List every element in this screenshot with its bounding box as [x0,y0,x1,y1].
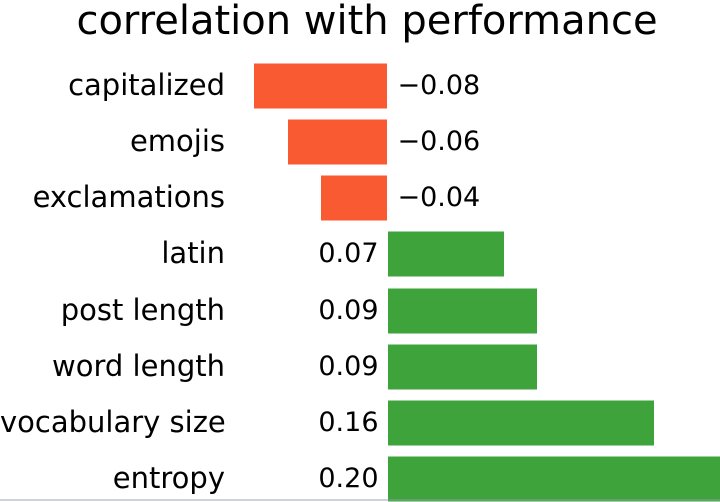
bar-capitalized [254,63,388,109]
category-label-emojis: emojis [129,124,225,159]
bar-row-latin: latin 0.07 [0,226,720,282]
category-label-post-length: post length [60,292,225,327]
value-label-emojis: −0.06 [397,126,481,158]
bar-row-capitalized: capitalized −0.08 [0,58,720,114]
bar-row-exclamations: exclamations −0.04 [0,170,720,226]
category-label-word-length: word length [52,348,225,383]
bar-emojis [287,119,388,165]
bar-vocabulary-size [387,400,654,446]
value-label-post-length: 0.09 [318,294,379,326]
bar-row-entropy: entropy 0.20 [0,451,720,502]
bar-latin [387,231,505,277]
category-label-latin: latin [161,236,225,271]
bar-row-post-length: post length 0.09 [0,282,720,338]
bar-exclamations [320,175,388,221]
value-label-capitalized: −0.08 [397,70,481,102]
chart-title: correlation with performance [76,0,658,44]
bar-row-emojis: emojis −0.06 [0,114,720,170]
value-label-latin: 0.07 [318,238,379,270]
category-label-exclamations: exclamations [32,180,225,215]
value-label-exclamations: −0.04 [397,182,481,214]
category-label-vocabulary-size: vocabulary size [0,404,226,439]
value-label-word-length: 0.09 [318,350,379,382]
category-label-entropy: entropy [112,461,225,496]
bar-row-word-length: word length 0.09 [0,339,720,395]
category-label-capitalized: capitalized [68,68,225,103]
bar-entropy [387,456,720,502]
value-label-entropy: 0.20 [318,463,379,495]
bar-post-length [387,288,538,334]
bar-row-vocabulary-size: vocabulary size 0.16 [0,395,720,451]
bar-word-length [387,344,538,390]
value-label-vocabulary-size: 0.16 [318,406,379,438]
bottom-divider-line [0,499,720,501]
